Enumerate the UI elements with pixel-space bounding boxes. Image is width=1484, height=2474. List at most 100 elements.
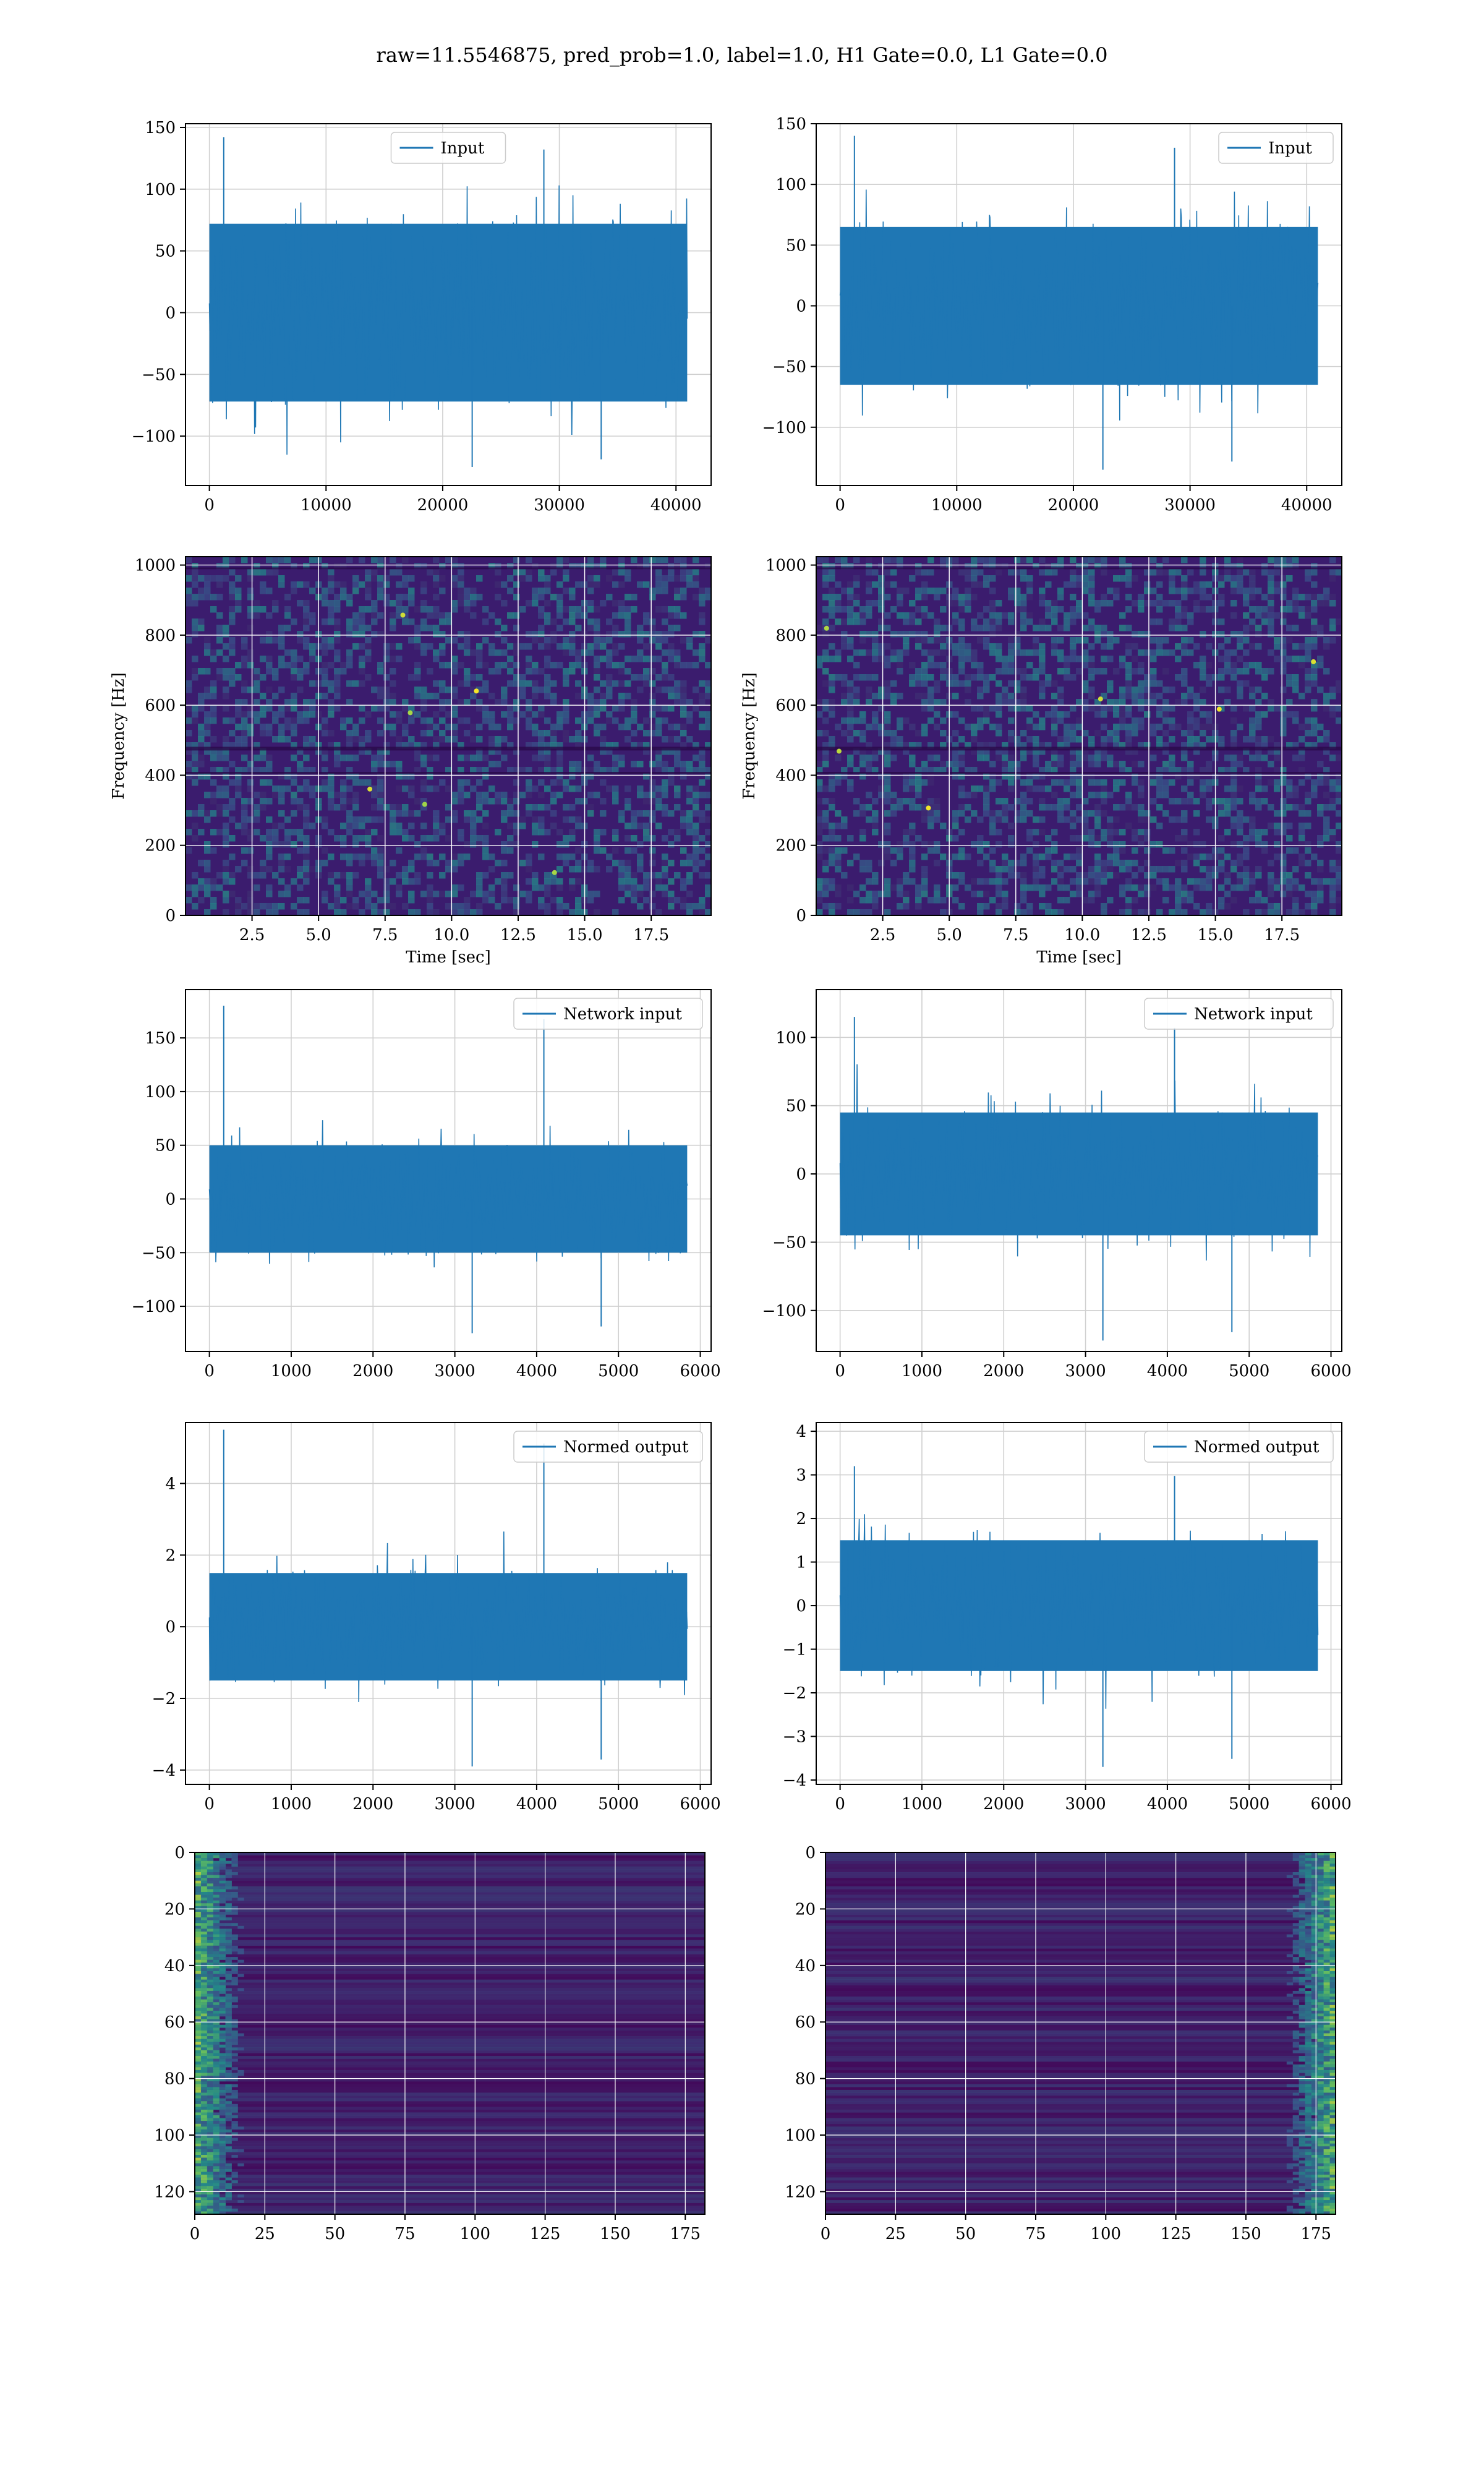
h1-input-legend: Input bbox=[390, 132, 506, 164]
l1-feature-map-ytick-label: 80 bbox=[795, 2070, 816, 2089]
h1-input-ytick-label: 100 bbox=[145, 181, 176, 199]
h1-feature-map-frame bbox=[194, 1852, 706, 2215]
l1-feature-map-xtick-label: 125 bbox=[1161, 2225, 1192, 2243]
h1-normed-output-xtick-label: 1000 bbox=[271, 1795, 312, 1813]
l1-feature-map-ytick-label: 40 bbox=[795, 1957, 816, 1975]
h1-normed-output-ytick-label: −4 bbox=[152, 1761, 176, 1780]
l1-network-input-xtick-label: 3000 bbox=[1065, 1362, 1106, 1380]
l1-feature-map-ytick-label: 0 bbox=[805, 1844, 816, 1862]
h1-network-input-xtick-label: 5000 bbox=[598, 1362, 639, 1380]
l1-feature-map-xtick-label: 100 bbox=[1090, 2225, 1121, 2243]
l1-normed-output-ytick-label: −3 bbox=[783, 1727, 806, 1746]
h1-feature-map-xtick-label: 150 bbox=[600, 2225, 631, 2243]
l1-input-ytick-label: 50 bbox=[786, 236, 806, 255]
h1-feature-map-ytick-label: 60 bbox=[164, 2013, 185, 2032]
h1-normed-output-xtick-label: 0 bbox=[204, 1795, 215, 1813]
h1-feature-map-xtick-label: 125 bbox=[530, 2225, 561, 2243]
h1-input-ytick-label: 50 bbox=[155, 242, 176, 261]
l1-feature-map-grid bbox=[825, 1852, 1336, 2214]
h1-spectrogram-axes: 2.5 5.0 7.5 10.0 12.5 15.0 17.5 0 200 400 600 800 10… bbox=[109, 556, 712, 967]
l1-normed-output-ytick-label: −2 bbox=[783, 1684, 806, 1703]
l1-input-xtick-label: 20000 bbox=[1048, 496, 1099, 515]
h1-network-input-xtick-label: 1000 bbox=[271, 1362, 312, 1380]
l1-normed-output-frame bbox=[816, 1422, 1342, 1785]
h1-spectrogram-ylabel: Frequency [Hz] bbox=[109, 672, 128, 800]
l1-spectrogram-xlabel: Time [sec] bbox=[1036, 948, 1122, 967]
l1-spectrogram-xtick-label: 17.5 bbox=[1264, 926, 1300, 944]
h1-feature-map-xtick-label: 50 bbox=[325, 2225, 345, 2243]
l1-input-ytick-label: −50 bbox=[772, 358, 806, 377]
l1-normed-output-ytick-label: 3 bbox=[796, 1466, 806, 1485]
h1-spectrogram-ytick-label: 600 bbox=[145, 696, 176, 715]
h1-input-xtick-label: 0 bbox=[204, 496, 215, 515]
l1-network-input-axes: 0 1000 2000 3000 4000 5000 6000 −100 −50 0 50 100 Ne… bbox=[762, 989, 1352, 1380]
l1-normed-output-legend: Normed output bbox=[1144, 1431, 1334, 1463]
h1-network-input-ytick-label: −50 bbox=[142, 1244, 176, 1262]
h1-input-xtick-label: 30000 bbox=[534, 496, 585, 515]
l1-input-ytick-label: −100 bbox=[762, 419, 806, 437]
l1-network-input-xtick-label: 5000 bbox=[1229, 1362, 1269, 1380]
h1-input-ytick-label: 150 bbox=[145, 119, 176, 137]
l1-network-input-signal-line bbox=[839, 1064, 1319, 1261]
l1-feature-map-ytick-label: 60 bbox=[795, 2013, 816, 2032]
h1-network-input-xtick-label: 3000 bbox=[434, 1362, 475, 1380]
h1-spectrogram-xtick-label: 7.5 bbox=[372, 926, 398, 944]
l1-feature-map-xtick-label: 50 bbox=[955, 2225, 976, 2243]
l1-feature-map-frame bbox=[825, 1852, 1336, 2215]
l1-network-input-xtick-label: 2000 bbox=[983, 1362, 1024, 1380]
l1-input-legend: Input bbox=[1218, 132, 1334, 164]
h1-input-ytick-label: 0 bbox=[165, 304, 176, 322]
h1-normed-output-xtick-label: 5000 bbox=[598, 1795, 639, 1813]
h1-network-input-legend: Network input bbox=[513, 998, 703, 1030]
l1-spectrogram-ytick-label: 400 bbox=[775, 766, 806, 785]
h1-normed-output-xtick-label: 6000 bbox=[680, 1795, 720, 1813]
l1-input-xtick-label: 10000 bbox=[931, 496, 983, 515]
h1-network-input-ytick-label: 150 bbox=[145, 1029, 176, 1048]
h1-feature-map-xtick-label: 175 bbox=[670, 2225, 701, 2243]
h1-spectrogram-xtick-label: 5.0 bbox=[306, 926, 331, 944]
h1-network-input-ytick-label: −100 bbox=[132, 1298, 176, 1316]
l1-spectrogram-grid bbox=[816, 557, 1342, 915]
l1-spectrogram-ytick-label: 600 bbox=[775, 696, 806, 715]
h1-feature-map-xtick-label: 100 bbox=[459, 2225, 490, 2243]
h1-spectrogram-ytick-label: 0 bbox=[165, 907, 176, 925]
l1-network-input-xtick-label: 6000 bbox=[1310, 1362, 1351, 1380]
l1-spectrogram-xtick-label: 7.5 bbox=[1003, 926, 1028, 944]
h1-network-input-ytick-label: 50 bbox=[155, 1137, 176, 1155]
l1-spectrogram-axes: 2.5 5.0 7.5 10.0 12.5 15.0 17.5 0 200 400 600 800 10… bbox=[740, 556, 1342, 967]
l1-feature-map-ytick-label: 100 bbox=[785, 2126, 816, 2145]
h1-normed-output-signal-line bbox=[208, 1531, 688, 1702]
l1-network-input-ytick-label: −50 bbox=[772, 1233, 806, 1252]
h1-input-ytick-label: −50 bbox=[142, 366, 176, 384]
h1-feature-map-ytick-label: 100 bbox=[154, 2126, 185, 2145]
l1-normed-output-xtick-label: 0 bbox=[835, 1795, 845, 1813]
h1-input-ytick-label: −100 bbox=[132, 427, 176, 446]
l1-network-input-ytick-label: 0 bbox=[796, 1165, 806, 1184]
h1-feature-map-ytick-label: 40 bbox=[164, 1957, 185, 1975]
h1-input-signal-line bbox=[208, 185, 688, 455]
l1-feature-map-xtick-label: 25 bbox=[885, 2225, 906, 2243]
l1-normed-output-ytick-label: 1 bbox=[796, 1554, 806, 1572]
l1-network-input-ytick-label: 50 bbox=[786, 1097, 806, 1116]
l1-feature-map-image bbox=[825, 1852, 1336, 2214]
h1-network-input-legend-label: Network input bbox=[563, 1005, 682, 1024]
l1-feature-map-ytick-label: 120 bbox=[785, 2183, 816, 2201]
h1-normed-output-legend: Normed output bbox=[513, 1431, 703, 1463]
h1-normed-output-xtick-label: 2000 bbox=[352, 1795, 393, 1813]
h1-spectrogram-xtick-label: 2.5 bbox=[239, 926, 265, 944]
l1-spectrogram-xtick-label: 5.0 bbox=[937, 926, 962, 944]
l1-input-ytick-label: 150 bbox=[775, 115, 806, 134]
l1-network-input-ytick-label: −100 bbox=[762, 1302, 806, 1320]
h1-input-axes: 0 10000 20000 30000 40000 −100 −50 0 50 100 150 Inp… bbox=[132, 119, 712, 515]
l1-network-input-legend: Network input bbox=[1144, 998, 1334, 1030]
l1-spectrogram-xtick-label: 15.0 bbox=[1198, 926, 1234, 944]
h1-normed-output-legend-label: Normed output bbox=[563, 1438, 689, 1457]
l1-normed-output-xtick-label: 5000 bbox=[1229, 1795, 1269, 1813]
l1-spectrogram-frame bbox=[816, 556, 1342, 916]
l1-spectrogram-xtick-label: 10.0 bbox=[1064, 926, 1100, 944]
l1-network-input-xtick-label: 0 bbox=[835, 1362, 845, 1380]
l1-feature-map-ytick-label: 20 bbox=[795, 1900, 816, 1919]
l1-normed-output-ytick-label: −4 bbox=[783, 1771, 806, 1790]
h1-spectrogram-grid bbox=[186, 557, 711, 915]
